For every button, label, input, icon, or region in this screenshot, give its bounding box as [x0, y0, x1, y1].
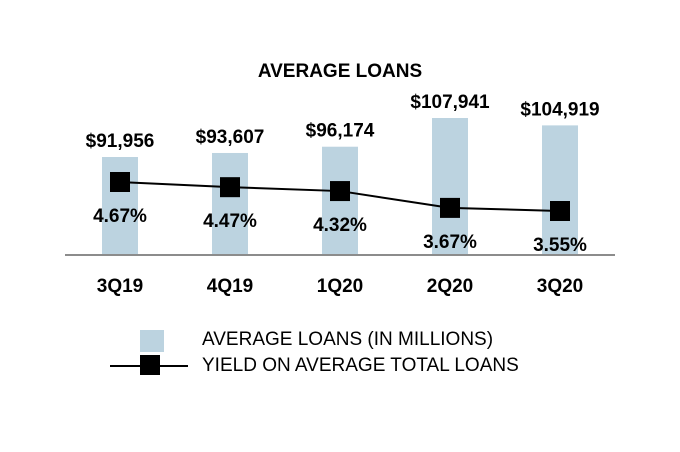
yield-label-3Q20: 3.55%: [533, 235, 587, 256]
chart-title: AVERAGE LOANS: [257, 61, 423, 82]
yield-label-4Q19: 4.47%: [203, 211, 257, 232]
x-tick-label-3Q19: 3Q19: [97, 276, 143, 297]
x-tick-label-1Q20: 1Q20: [317, 276, 363, 297]
legend-label-average-loans: AVERAGE LOANS (IN MILLIONS): [202, 329, 494, 350]
loans-chart: $91,956 $93,607 $96,174 $107,941 $104,919 3Q1…: [65, 92, 615, 297]
yield-marker-3Q20: [550, 201, 570, 221]
yield-label-2Q20: 3.67%: [423, 232, 477, 253]
legend: AVERAGE LOANS (IN MILLIONS) YIELD ON AVE…: [0, 322, 680, 392]
bar-3Q20: [542, 125, 578, 255]
x-tick-label-2Q20: 2Q20: [427, 276, 473, 297]
bar-4Q19: [212, 152, 248, 255]
yield-marker-4Q19: [220, 177, 240, 198]
yield-marker-2Q20: [440, 197, 460, 218]
bar-label-2Q20: $107,941: [410, 92, 490, 113]
legend-item-yield: YIELD ON AVERAGE TOTAL LOANS: [110, 354, 519, 378]
x-tick-label-3Q20: 3Q20: [537, 276, 583, 297]
bar-2Q20: [432, 118, 468, 255]
bar-label-3Q20: $104,919: [520, 99, 599, 120]
yield-marker-1Q20: [330, 181, 350, 202]
legend-line-swatch: [110, 354, 188, 378]
yield-marker-3Q19: [110, 172, 130, 192]
yield-label-3Q19: 4.67%: [93, 206, 147, 227]
legend-label-yield: YIELD ON AVERAGE TOTAL LOANS: [202, 355, 519, 376]
bar-label-4Q19: $93,607: [196, 127, 265, 148]
bar-label-1Q20: $96,174: [306, 121, 375, 142]
legend-bar-swatch: [110, 328, 188, 352]
bar-label-3Q19: $91,956: [86, 131, 155, 152]
x-tick-label-4Q19: 4Q19: [207, 276, 253, 297]
yield-label-1Q20: 4.32%: [313, 215, 367, 236]
legend-item-average-loans: AVERAGE LOANS (IN MILLIONS): [110, 328, 493, 352]
